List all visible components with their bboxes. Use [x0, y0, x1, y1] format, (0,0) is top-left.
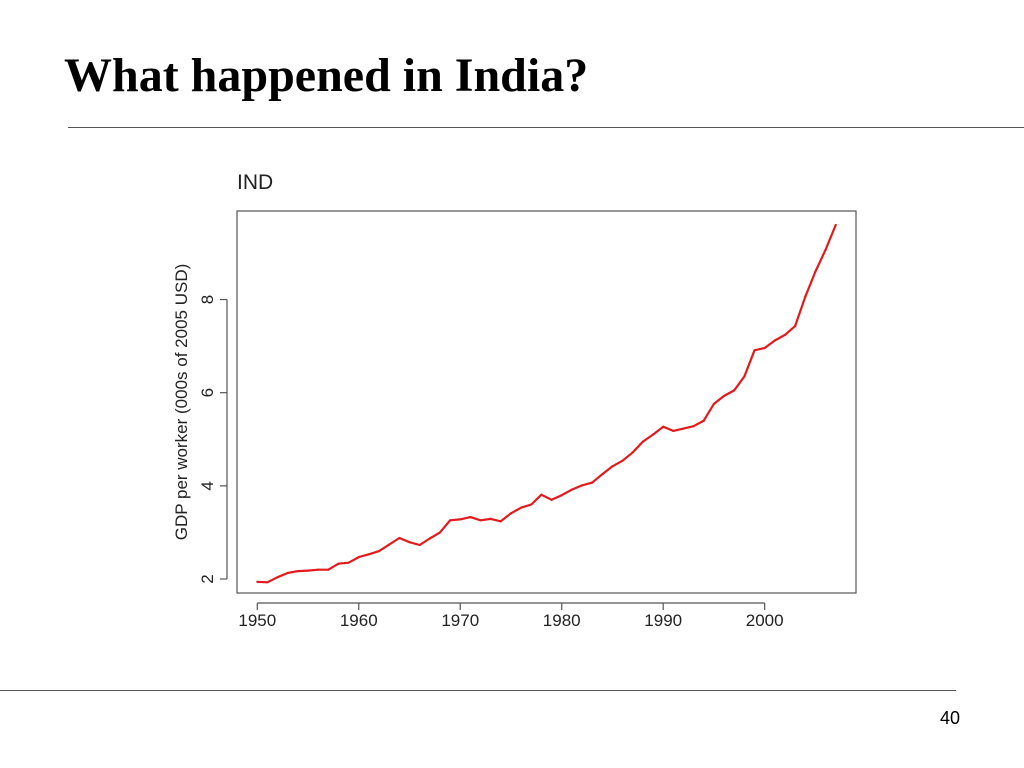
data-point: [306, 569, 310, 572]
x-axis: 1950 1960 1970 1980 1990 2000: [238, 602, 784, 630]
footer-divider: [0, 690, 956, 691]
data-point: [337, 562, 340, 565]
data-point: [378, 550, 381, 553]
data-point: [804, 295, 807, 298]
data-point: [753, 349, 756, 352]
data-point: [408, 541, 411, 544]
data-point: [266, 581, 269, 584]
data-point: [824, 248, 827, 251]
x-tick-label: 2000: [746, 611, 784, 630]
data-point: [459, 518, 462, 521]
data-point: [580, 484, 584, 487]
y-tick-label: 6: [198, 388, 217, 397]
series-line: [257, 224, 837, 584]
data-point: [682, 427, 685, 430]
data-point: [317, 568, 320, 571]
data-point: [550, 498, 553, 501]
data-point: [520, 506, 523, 509]
data-point: [398, 536, 401, 540]
data-point: [662, 425, 665, 428]
x-tick-label: 1970: [441, 611, 479, 630]
x-tick-label: 1950: [238, 611, 276, 630]
data-point: [367, 553, 370, 556]
data-point: [469, 516, 472, 519]
data-point: [286, 571, 289, 575]
data-point: [357, 556, 360, 559]
chart-title: IND: [237, 171, 273, 194]
data-point: [449, 519, 452, 522]
data-point: [296, 570, 299, 573]
data-point: [773, 339, 776, 342]
data-point: [570, 488, 574, 491]
data-point: [479, 519, 482, 522]
x-tick-label: 1980: [543, 611, 581, 630]
data-point: [428, 537, 431, 540]
data-point: [783, 333, 787, 336]
data-point: [631, 451, 634, 454]
data-point: [641, 440, 645, 443]
data-point: [256, 580, 259, 583]
data-point: [489, 517, 492, 521]
data-point: [763, 346, 766, 350]
y-tick-label: 8: [198, 295, 217, 304]
x-tick-label: 1960: [340, 611, 378, 630]
data-point: [591, 481, 594, 484]
data-point: [560, 494, 563, 497]
data-point: [834, 223, 837, 227]
data-point: [509, 512, 513, 515]
data-point: [438, 531, 442, 534]
data-point: [327, 568, 330, 571]
data-point: [388, 543, 391, 546]
plot-frame: [236, 210, 857, 594]
data-point: [814, 270, 817, 273]
data-point: [733, 389, 736, 392]
data-point: [702, 419, 705, 422]
data-point: [621, 459, 624, 462]
data-point: [743, 375, 746, 378]
y-tick-label: 2: [198, 574, 217, 583]
data-point: [499, 520, 502, 523]
page-number: 40: [940, 708, 961, 728]
data-point: [723, 394, 726, 397]
y-axis: 2 4 6 8: [198, 295, 228, 584]
y-axis-label: GDP per worker (000s of 2005 USD): [172, 264, 191, 541]
data-point: [611, 465, 614, 468]
data-point: [276, 576, 279, 579]
data-point: [601, 473, 604, 476]
slide-title: What happened in India?: [64, 49, 589, 102]
series-points: [256, 223, 837, 584]
data-point: [651, 433, 655, 436]
data-point: [672, 429, 675, 432]
data-point: [692, 425, 695, 428]
data-point: [794, 325, 797, 328]
data-point: [712, 402, 716, 405]
data-point: [530, 503, 533, 506]
title-divider: [68, 127, 1024, 128]
data-point: [347, 561, 350, 564]
y-tick-label: 4: [198, 481, 217, 490]
data-point: [540, 493, 543, 496]
data-point: [418, 543, 421, 547]
x-tick-label: 1990: [644, 611, 682, 630]
